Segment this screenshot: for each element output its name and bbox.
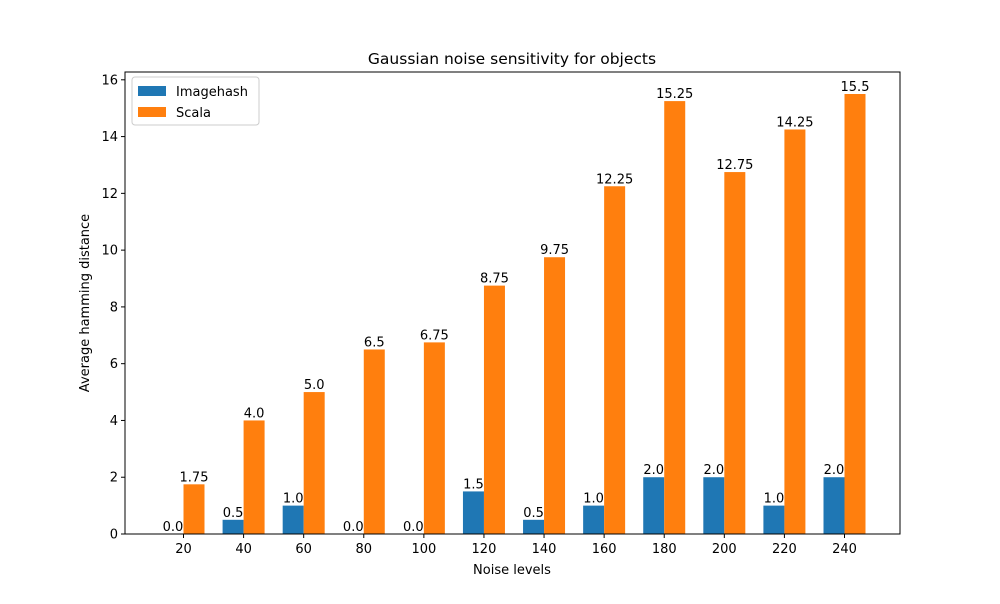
y-axis-label: Average hamming distance bbox=[78, 214, 93, 392]
y-axis: 0 2 4 6 8 10 12 14 16 bbox=[101, 73, 125, 543]
legend-label-imagehash: Imagehash bbox=[176, 85, 248, 100]
bar-label-imagehash-220: 1.0 bbox=[764, 492, 785, 507]
x-tick-label-140: 140 bbox=[532, 542, 557, 557]
x-tick-label-80: 80 bbox=[355, 542, 372, 557]
bar-imagehash-160 bbox=[583, 505, 605, 534]
bar-label-scala-80: 6.5 bbox=[364, 335, 385, 350]
y-tick-label-6: 6 bbox=[110, 357, 118, 372]
bar-label-scala-40: 4.0 bbox=[244, 406, 265, 421]
x-tick-label-160: 160 bbox=[592, 542, 617, 557]
bar-imagehash-240 bbox=[823, 477, 845, 534]
bar-label-scala-140: 9.75 bbox=[540, 243, 569, 258]
bar-label-scala-20: 1.75 bbox=[180, 470, 209, 485]
bar-scala-220 bbox=[784, 129, 806, 534]
y-tick-label-2: 2 bbox=[110, 471, 118, 486]
x-tick-label-220: 220 bbox=[772, 542, 797, 557]
plot-frame bbox=[124, 71, 901, 535]
x-axis-label: Noise levels bbox=[473, 563, 551, 578]
x-tick-label-100: 100 bbox=[411, 542, 436, 557]
y-tick-label-0: 0 bbox=[110, 528, 118, 543]
bar-scala-60 bbox=[303, 392, 325, 534]
bar-label-scala-220: 14.25 bbox=[776, 115, 813, 130]
bar-scala-160 bbox=[604, 186, 626, 535]
y-tick-label-4: 4 bbox=[110, 414, 118, 429]
bar-value-labels: 0.0 1.75 0.5 4.0 1.0 5.0 0.0 6.5 0.0 6.75 1.5 8.75 0… bbox=[163, 80, 870, 535]
bar-label-imagehash-180: 2.0 bbox=[643, 463, 664, 478]
x-tick-label-120: 120 bbox=[472, 542, 497, 557]
bar-label-scala-100: 6.75 bbox=[420, 328, 449, 343]
legend: Imagehash Scala bbox=[131, 76, 260, 126]
bar-scala-200 bbox=[724, 172, 746, 534]
bar-label-imagehash-240: 2.0 bbox=[824, 463, 845, 478]
legend-swatch-imagehash bbox=[138, 86, 166, 96]
y-tick-label-16: 16 bbox=[101, 73, 118, 88]
bar-label-imagehash-80: 0.0 bbox=[343, 520, 364, 535]
bar-scala-20 bbox=[183, 484, 205, 534]
bar-imagehash-140 bbox=[523, 519, 545, 534]
legend-swatch-scala bbox=[138, 107, 166, 117]
y-tick-label-14: 14 bbox=[101, 130, 118, 145]
legend-label-scala: Scala bbox=[176, 106, 211, 121]
x-tick-label-60: 60 bbox=[295, 542, 312, 557]
bar-label-imagehash-140: 0.5 bbox=[523, 506, 544, 521]
x-axis: 20 40 60 80 100 120 140 160 180 200 220 240 bbox=[175, 534, 857, 557]
bar-label-scala-240: 15.5 bbox=[841, 80, 870, 95]
bar-label-scala-160: 12.25 bbox=[596, 172, 633, 187]
bar-imagehash-60 bbox=[282, 505, 304, 534]
bar-imagehash-200 bbox=[703, 477, 725, 534]
bar-label-scala-200: 12.75 bbox=[716, 158, 753, 173]
bar-label-scala-120: 8.75 bbox=[480, 272, 509, 287]
bar-label-scala-60: 5.0 bbox=[304, 378, 325, 393]
bar-label-imagehash-120: 1.5 bbox=[463, 477, 484, 492]
bar-scala-140 bbox=[544, 257, 566, 534]
bar-scala-240 bbox=[844, 94, 866, 534]
bar-imagehash-120 bbox=[462, 491, 484, 534]
bar-scala-120 bbox=[483, 285, 505, 534]
bar-scala-100 bbox=[423, 342, 445, 534]
x-tick-label-20: 20 bbox=[175, 542, 192, 557]
bar-label-imagehash-20: 0.0 bbox=[163, 520, 184, 535]
y-tick-label-12: 12 bbox=[101, 187, 118, 202]
x-tick-label-180: 180 bbox=[652, 542, 677, 557]
y-tick-label-10: 10 bbox=[101, 244, 118, 259]
bar-label-scala-180: 15.25 bbox=[656, 87, 693, 102]
bar-imagehash-220 bbox=[763, 505, 785, 534]
bar-label-imagehash-200: 2.0 bbox=[703, 463, 724, 478]
bar-scala-40 bbox=[243, 420, 265, 534]
y-tick-label-8: 8 bbox=[110, 300, 118, 315]
bar-label-imagehash-100: 0.0 bbox=[403, 520, 424, 535]
bars-layer bbox=[183, 94, 866, 535]
bar-label-imagehash-60: 1.0 bbox=[283, 492, 304, 507]
x-tick-label-200: 200 bbox=[712, 542, 737, 557]
bar-imagehash-180 bbox=[643, 477, 665, 534]
chart-title: Gaussian noise sensitivity for objects bbox=[368, 50, 656, 68]
bar-scala-180 bbox=[664, 101, 686, 534]
bar-label-imagehash-40: 0.5 bbox=[223, 506, 244, 521]
bar-imagehash-40 bbox=[222, 519, 244, 534]
x-tick-label-240: 240 bbox=[832, 542, 857, 557]
bar-label-imagehash-160: 1.0 bbox=[583, 492, 604, 507]
bar-scala-80 bbox=[363, 349, 385, 534]
x-tick-label-40: 40 bbox=[235, 542, 252, 557]
